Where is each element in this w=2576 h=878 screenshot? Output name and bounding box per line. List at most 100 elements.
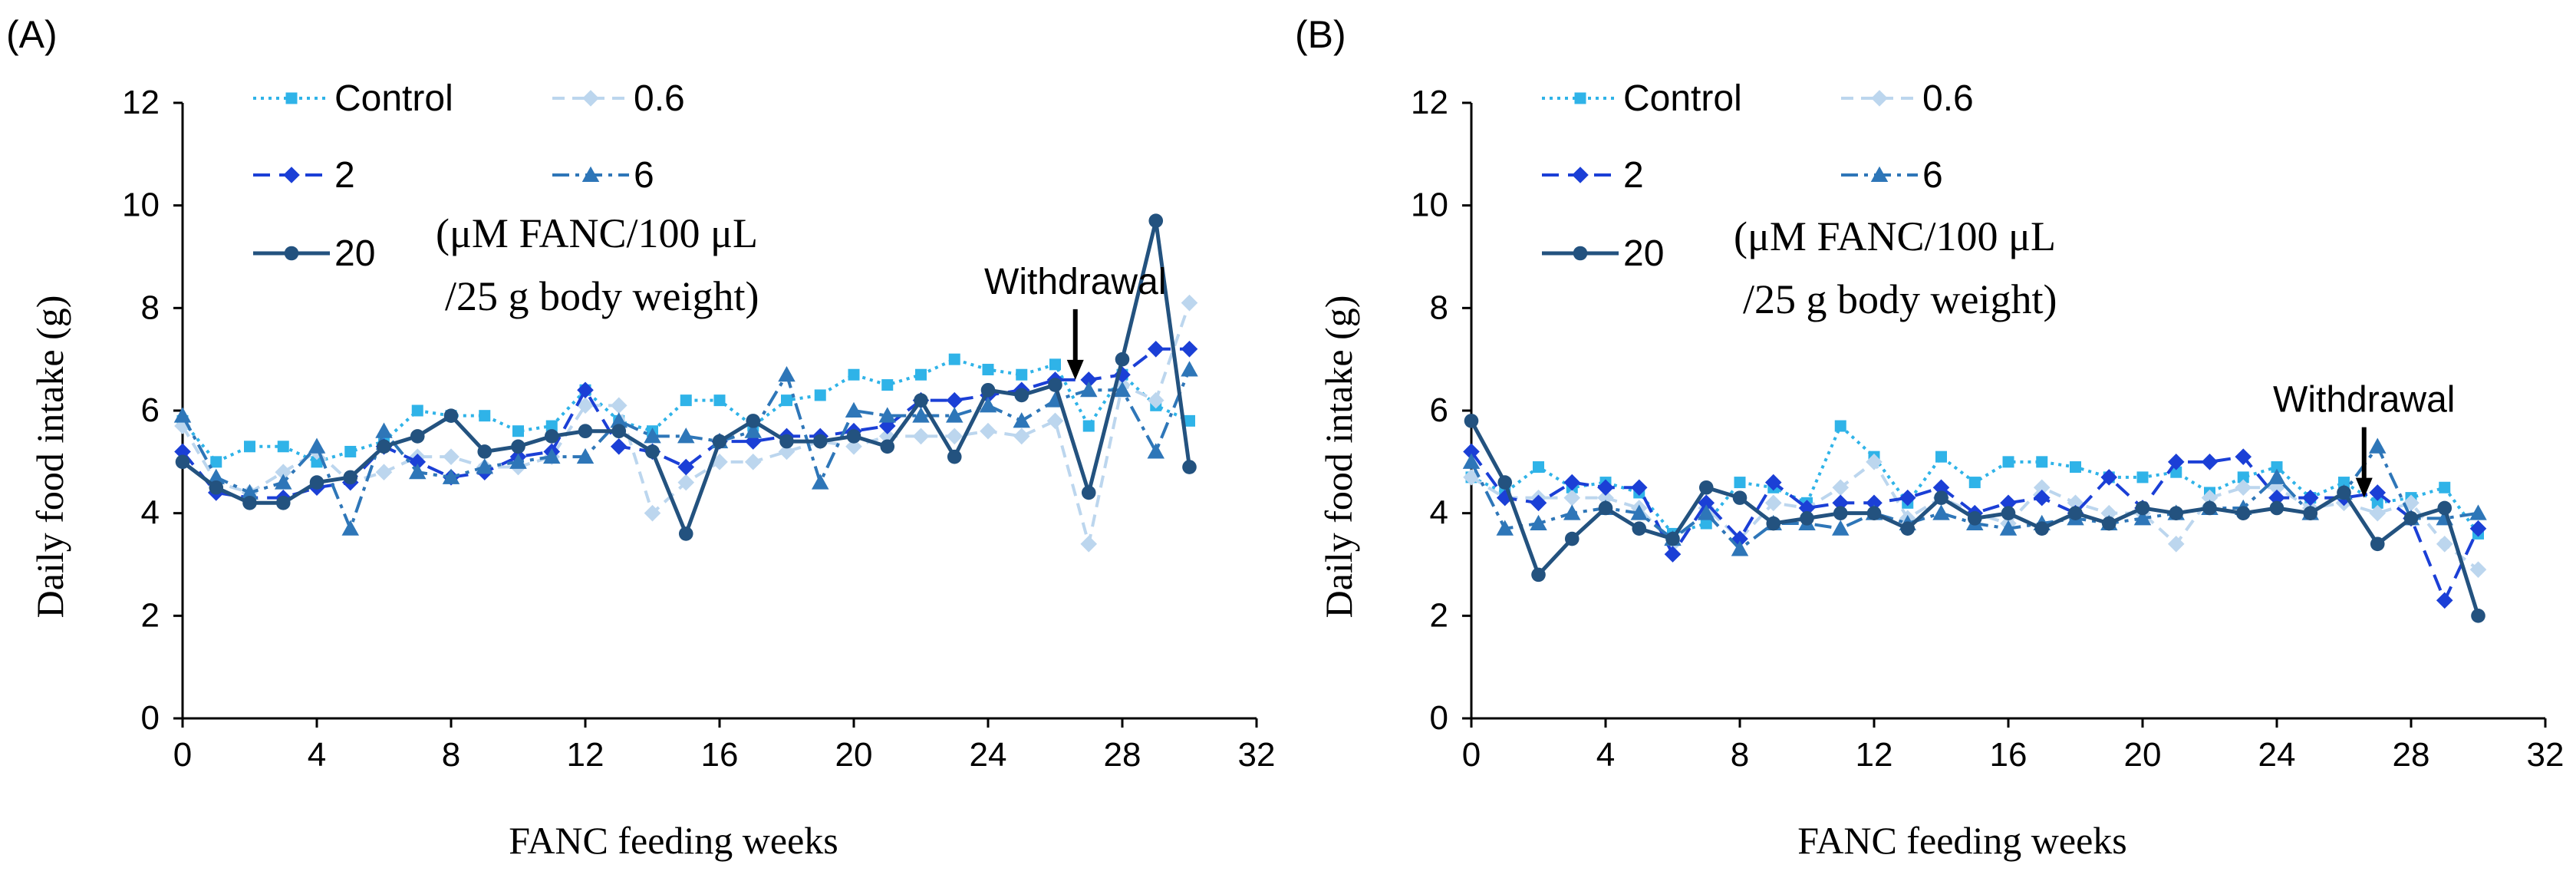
data-point <box>1935 451 1947 463</box>
data-point <box>2033 489 2051 507</box>
legend-note-line: (μM FANC/100 μL <box>436 210 758 256</box>
data-point <box>1496 520 1514 536</box>
data-point <box>411 404 423 417</box>
data-point <box>543 447 561 464</box>
withdrawal-arrow-head <box>2355 477 2373 498</box>
data-point <box>946 427 964 445</box>
data-point <box>2268 489 2285 507</box>
data-point <box>812 474 829 490</box>
data-point <box>244 441 255 453</box>
legend-item: 2 <box>1542 155 1644 196</box>
data-point <box>812 434 828 449</box>
data-point <box>2436 535 2453 553</box>
data-point <box>2237 471 2249 484</box>
x-tick-label: 28 <box>1104 736 1141 774</box>
data-point <box>1832 494 1850 512</box>
data-point <box>2167 535 2185 553</box>
legend-marker <box>582 90 599 107</box>
data-point <box>443 408 459 423</box>
data-point <box>2303 506 2318 520</box>
data-point <box>1113 381 1132 398</box>
y-tick-label: 2 <box>141 596 160 634</box>
x-tick-label: 24 <box>970 736 1007 774</box>
legend-marker <box>1871 90 1888 107</box>
data-point <box>210 456 222 468</box>
legend-item: Control <box>253 78 453 119</box>
data-point <box>544 429 559 444</box>
legend-note-line: (μM FANC/100 μL <box>1734 213 2056 259</box>
x-tick-label: 24 <box>2258 736 2296 774</box>
data-point <box>610 437 628 455</box>
data-point <box>1049 358 1061 371</box>
data-point <box>1866 494 1883 512</box>
data-point <box>1564 531 1580 546</box>
series-6 <box>173 361 1198 536</box>
data-point <box>1630 479 1648 497</box>
data-point <box>2202 500 2217 516</box>
data-point <box>1080 371 1098 388</box>
data-point <box>2235 448 2252 465</box>
data-point <box>979 397 997 413</box>
data-point <box>375 422 393 438</box>
data-point <box>209 480 224 495</box>
legend-item: 0.6 <box>1841 78 1974 119</box>
y-tick-label: 8 <box>1430 289 1448 326</box>
data-point <box>1967 511 1982 526</box>
withdrawal-label: Withdrawal <box>2273 380 2455 421</box>
data-point <box>1147 443 1164 459</box>
data-point <box>1832 479 1850 497</box>
data-point <box>2033 479 2051 497</box>
x-tick-label: 32 <box>1238 736 1276 774</box>
legend-marker <box>283 167 300 183</box>
data-point <box>1734 477 1746 489</box>
x-tick-label: 8 <box>1731 736 1749 774</box>
data-point <box>2100 504 2118 522</box>
legend-label: 6 <box>634 155 654 196</box>
series-20 <box>175 213 1197 541</box>
x-tick-label: 32 <box>2527 736 2564 774</box>
legend-marker <box>1572 167 1589 183</box>
data-point <box>241 484 259 500</box>
data-point <box>2136 471 2149 484</box>
data-point <box>1866 454 1883 470</box>
data-point <box>644 427 661 444</box>
data-point <box>1900 521 1916 536</box>
data-point <box>1764 494 1782 512</box>
data-point <box>677 427 695 444</box>
data-point <box>174 443 191 460</box>
data-point <box>678 526 693 541</box>
data-point <box>578 424 593 439</box>
data-point <box>713 394 726 407</box>
data-point <box>1016 368 1028 381</box>
data-point <box>1184 414 1195 427</box>
x-axis-title: FANC feeding weeks <box>1797 819 2127 862</box>
data-point <box>207 468 225 484</box>
data-point <box>576 447 595 464</box>
data-point <box>1934 490 1948 505</box>
data-point <box>1834 420 1846 432</box>
data-point <box>2101 516 2116 531</box>
legend-marker <box>285 92 298 104</box>
y-tick-label: 2 <box>1430 596 1448 634</box>
data-point <box>577 397 594 414</box>
data-point <box>1698 504 1715 520</box>
data-point <box>1764 474 1782 491</box>
data-point <box>1597 489 1614 507</box>
data-point <box>914 393 928 408</box>
data-point <box>1630 504 1648 520</box>
series-0-6 <box>174 294 1198 553</box>
data-point <box>2369 484 2387 501</box>
data-point <box>2469 520 2487 537</box>
x-tick-label: 12 <box>1856 736 1893 774</box>
series-line <box>181 368 1191 530</box>
data-point <box>409 463 427 480</box>
data-point <box>1866 506 1882 520</box>
data-point <box>1597 479 1614 497</box>
data-point <box>2370 536 2385 552</box>
data-point <box>479 410 491 422</box>
data-point <box>1464 414 1479 428</box>
data-point <box>308 437 326 454</box>
y-tick-label: 4 <box>141 494 160 532</box>
series-20 <box>1464 414 2485 623</box>
